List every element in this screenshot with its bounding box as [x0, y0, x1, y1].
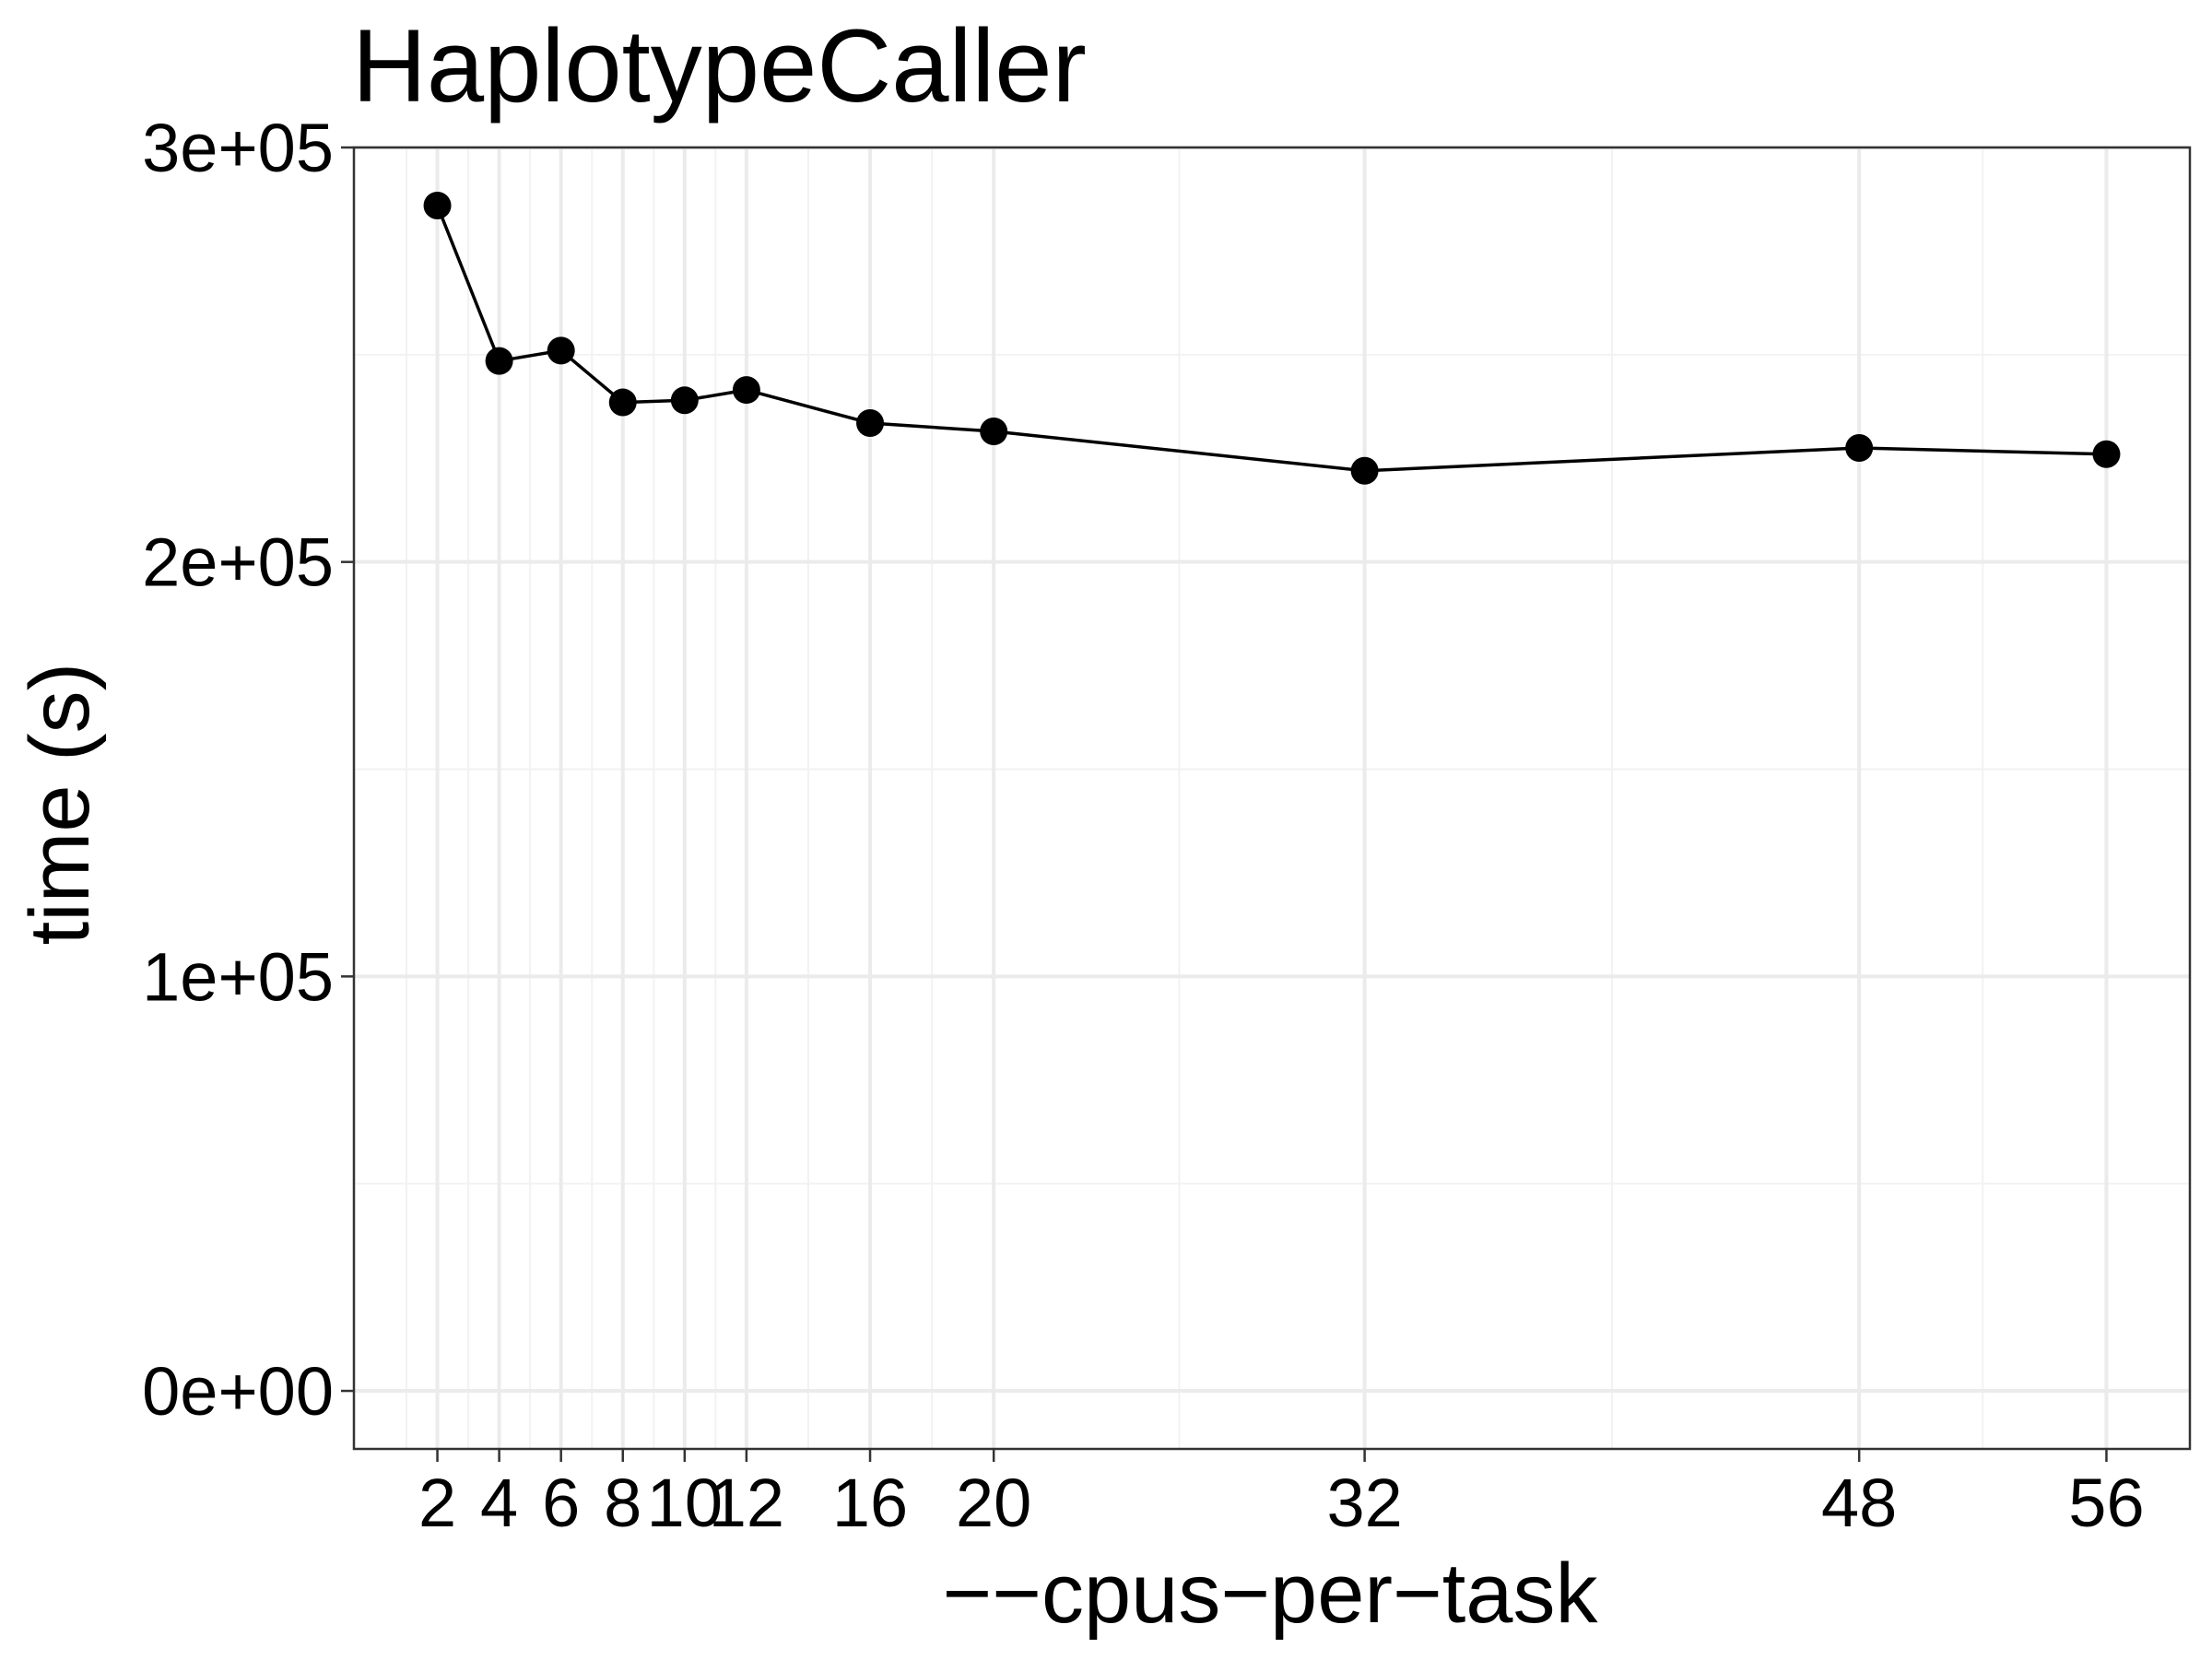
x-tick-label: 20 — [956, 1465, 1031, 1541]
plot-panel-border — [352, 146, 2192, 1451]
series-line — [435, 205, 2107, 473]
x-tick-label: 56 — [2068, 1465, 2144, 1541]
x-tick-label: 2 — [418, 1465, 456, 1541]
x-tick-label: 32 — [1326, 1465, 1402, 1541]
data-point — [485, 347, 513, 375]
x-tick-label: 6 — [542, 1465, 580, 1541]
x-tick-label: 48 — [1821, 1465, 1897, 1541]
series — [423, 191, 2121, 485]
data-point — [732, 376, 760, 405]
grid — [354, 146, 2190, 1449]
x-tick-label: 4 — [480, 1465, 518, 1541]
y-tick-label: 3e+05 — [142, 110, 334, 186]
data-point — [980, 418, 1008, 446]
data-point — [547, 336, 575, 365]
data-point — [1845, 434, 1874, 463]
chart-title: HaplotypeCaller — [352, 8, 1087, 124]
data-point — [670, 386, 699, 415]
x-tick-label: 16 — [832, 1465, 908, 1541]
x-tick-label: 10 — [647, 1465, 723, 1541]
data-point — [1350, 456, 1379, 485]
data-point — [2092, 440, 2121, 468]
y-tick-label: 2e+05 — [142, 524, 334, 601]
data-point — [423, 191, 452, 219]
y-tick-label: 1e+05 — [142, 938, 334, 1015]
data-point — [608, 388, 637, 417]
data-point — [856, 409, 885, 438]
x-tick-label: 8 — [604, 1465, 641, 1541]
x-tick-label: 12 — [709, 1465, 784, 1541]
y-axis-title: time (s) — [13, 663, 107, 946]
x-axis-title: −−cpus−per−task — [943, 1547, 1599, 1641]
y-tick-label: 0e+00 — [142, 1353, 334, 1430]
